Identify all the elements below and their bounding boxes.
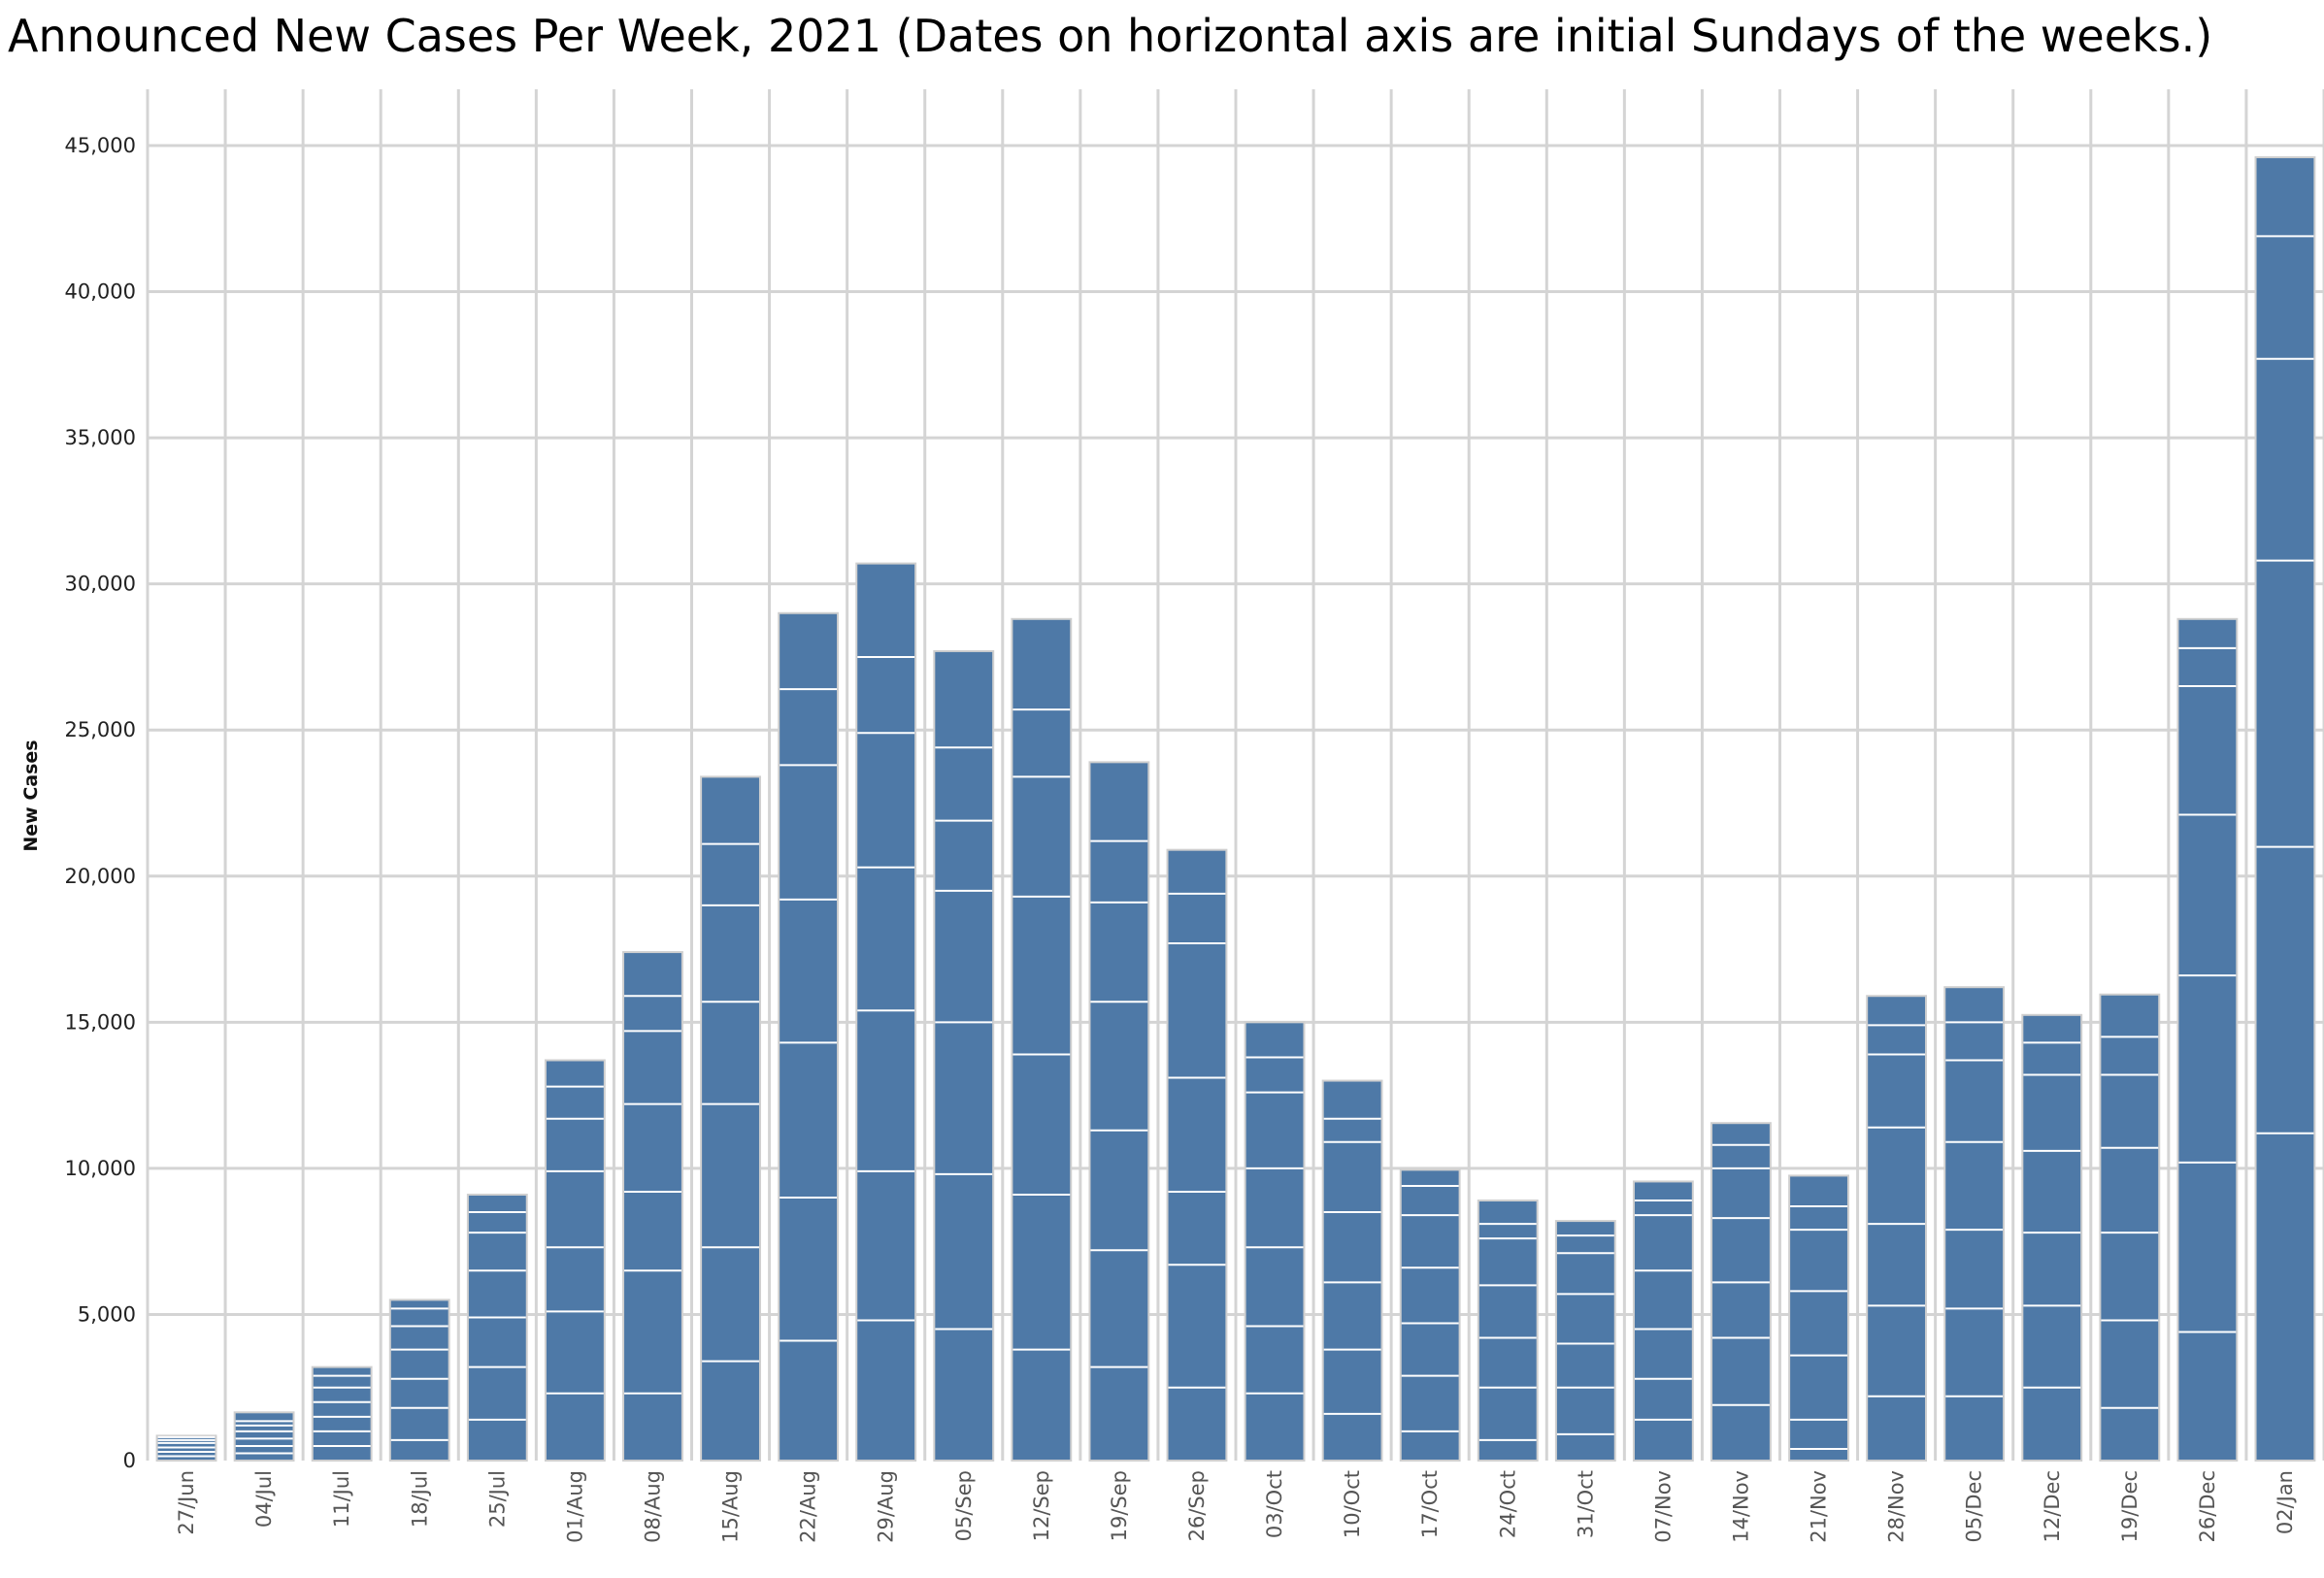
bar-26/Sep [1166,848,1228,1462]
x-tick-label: 24/Oct [1496,1470,1519,1538]
x-tick-label: 10/Oct [1341,1470,1364,1538]
bar-31/Oct [1554,1220,1616,1462]
x-tick-label: 18/Jul [408,1470,431,1528]
bar-28/Nov [1866,995,1928,1462]
x-tick-label: 12/Sep [1030,1470,1053,1541]
bar-27/Jun [155,1434,217,1462]
bar [1477,1200,1539,1462]
bar [2176,617,2239,1462]
bar [1866,995,1928,1462]
bar-22/Aug [778,611,840,1462]
bar [1244,1021,1306,1463]
bar-21/Nov [1788,1174,1849,1462]
bar-12/Sep [1011,617,1073,1462]
bar-24/Oct [1477,1200,1539,1462]
bar [700,775,761,1462]
x-tick-label: 12/Dec [2041,1470,2064,1542]
grid-lines [146,89,2324,1461]
bar-14/Nov [1710,1122,1772,1462]
bar [1166,848,1228,1462]
x-tick-label: 11/Jul [330,1470,353,1528]
x-tick-label: 28/Nov [1885,1470,1909,1543]
x-tick-label: 19/Sep [1108,1470,1131,1541]
bar-18/Jul [388,1299,450,1463]
y-tick-label: 30,000 [65,573,136,596]
x-tick-label: 27/Jun [175,1470,198,1535]
x-tick-label: 05/Dec [1963,1470,1986,1542]
bar-03/Oct [1244,1021,1306,1463]
bar [2099,993,2161,1462]
bar-17/Oct [1399,1168,1461,1462]
x-tick-label: 14/Nov [1729,1470,1752,1543]
bar [311,1365,373,1462]
bar [1011,617,1073,1462]
chart-title: Announced New Cases Per Week, 2021 (Date… [8,10,2213,62]
bar [1632,1180,1694,1462]
x-tick-label: 26/Sep [1185,1470,1209,1541]
bar [2254,156,2316,1463]
x-tick-label: 08/Aug [641,1470,664,1543]
x-tick-label: 19/Dec [2118,1470,2141,1542]
bar-05/Sep [933,649,995,1462]
bar [622,951,683,1462]
y-tick-label: 15,000 [65,1010,136,1034]
bar [1788,1174,1849,1462]
bar-29/Aug [855,562,917,1462]
bar-26/Dec [2176,617,2239,1462]
bar [2021,1013,2083,1462]
bar [933,649,995,1462]
bar-05/Dec [1943,986,2006,1462]
x-tick-label: 15/Aug [719,1470,743,1543]
bar-11/Jul [311,1365,373,1462]
y-tick-label: 5,000 [78,1302,136,1326]
y-tick-label: 45,000 [65,134,136,157]
bar [1088,761,1150,1462]
x-tick-label: 07/Nov [1651,1470,1675,1543]
bar [1943,986,2006,1462]
bar-12/Dec [2021,1013,2083,1462]
y-tick-label: 10,000 [65,1157,136,1180]
bar-10/Oct [1321,1079,1383,1462]
bar [544,1059,606,1462]
y-tick-label: 35,000 [65,426,136,449]
bar [1399,1168,1461,1462]
y-tick-label: 40,000 [65,280,136,304]
bar [466,1193,528,1462]
bar-07/Nov [1632,1180,1694,1462]
bar [778,611,840,1462]
y-axis-label: New Cases [20,740,42,851]
bar-19/Sep [1088,761,1150,1462]
y-tick-label: 0 [123,1449,136,1472]
x-tick-label: 25/Jul [485,1470,509,1528]
bar-04/Jul [233,1411,295,1462]
x-tick-label: 21/Nov [1808,1470,1831,1543]
x-tick-label: 29/Aug [875,1470,898,1543]
x-tick-label: 17/Oct [1418,1470,1442,1538]
y-tick-label: 25,000 [65,718,136,741]
x-tick-label: 04/Jul [252,1470,276,1528]
bar [1321,1079,1383,1462]
x-tick-label: 05/Sep [952,1470,976,1541]
x-tick-label: 03/Oct [1263,1470,1286,1538]
x-tick-label: 02/Jan [2274,1470,2297,1534]
x-axis-ticks: 27/Jun 04/Jul 11/Jul 18/Jul 25/Jul 01/Aug 08/A… [175,1470,2297,1543]
x-tick-label: 31/Oct [1574,1470,1597,1538]
bar-02/Jan [2254,156,2316,1463]
bar [1710,1122,1772,1462]
x-tick-label: 26/Dec [2196,1470,2219,1542]
bar [855,562,917,1462]
x-tick-label: 01/Aug [563,1470,586,1543]
bar-01/Aug [544,1059,606,1462]
bar-25/Jul [466,1193,528,1462]
y-tick-label: 20,000 [65,865,136,888]
bars [155,156,2316,1463]
bar-15/Aug [700,775,761,1462]
bar [1554,1220,1616,1462]
bar-08/Aug [622,951,683,1462]
y-axis-ticks: 0 5,000 10,000 15,000 20,000 25,000 30,000 35,0… [65,134,136,1472]
bar-19/Dec [2099,993,2161,1462]
bar [388,1299,450,1463]
x-tick-label: 22/Aug [797,1470,820,1543]
